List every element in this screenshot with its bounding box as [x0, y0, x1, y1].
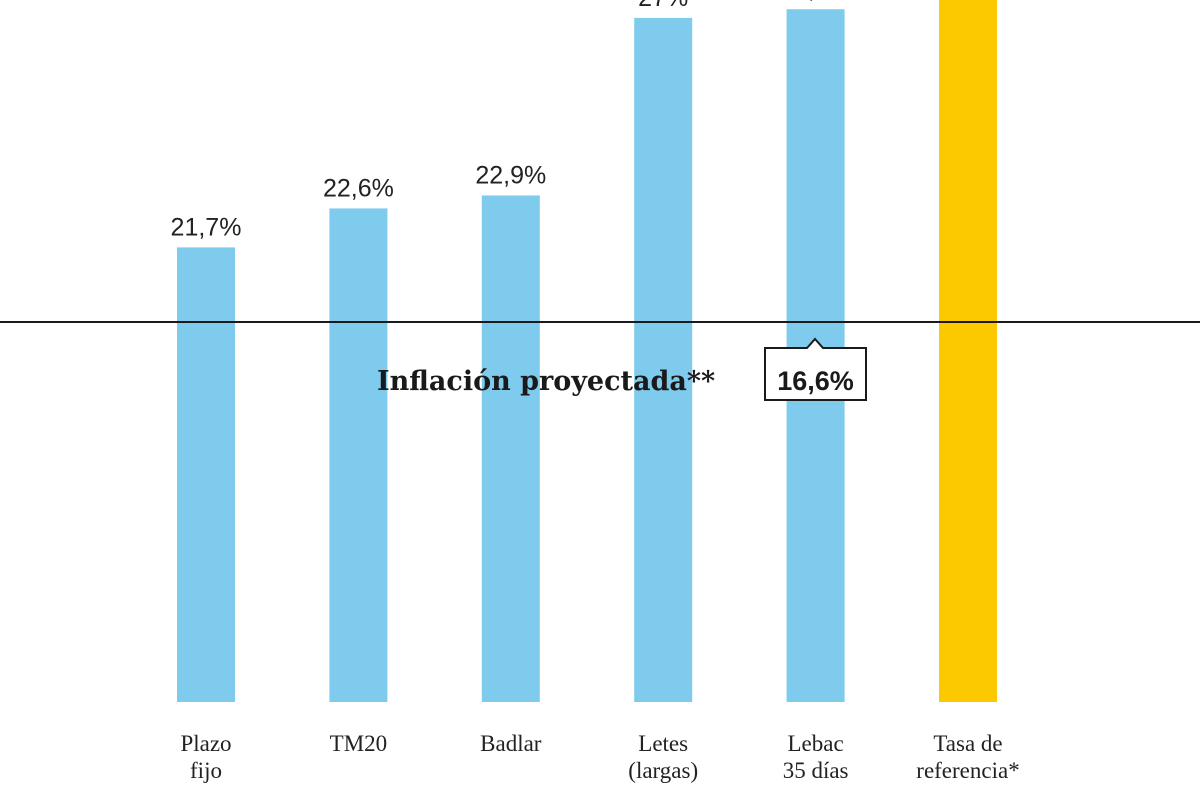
category-labels-group: Plazo fijo TM20 Badlar Letes (largas) Lebac 35 …: [180, 731, 1019, 783]
bar-3: [634, 17, 693, 702]
value-labels-group: 21,7%22,6%22,9%27%27,2%28%: [171, 0, 851, 241]
bar-0: [177, 247, 235, 702]
bar-value-label-3: 27%: [638, 0, 688, 12]
bar-value-label-2: 22,9%: [475, 161, 546, 189]
inflation-annotation: Inflación proyectada** 16,6%: [377, 337, 867, 401]
bar-value-label-0: 21,7%: [171, 213, 242, 241]
inflation-value-box: [764, 337, 867, 401]
category-label-4: Lebac 35 días: [783, 731, 849, 783]
inflation-label: Inflación proyectada**: [377, 366, 715, 397]
bar-value-label-1: 22,6%: [323, 174, 394, 202]
bar-2: [481, 195, 540, 702]
inflation-value-label: 16,6%: [777, 366, 854, 396]
category-label-2: Badlar: [480, 731, 542, 756]
category-label-0: Plazo fijo: [180, 731, 231, 783]
bar-value-label-4: 27,2%: [780, 0, 851, 3]
bars-group: [177, 0, 997, 703]
category-label-5: Tasa de referencia*: [916, 731, 1019, 783]
bar-5: [939, 0, 997, 703]
category-label-1: TM20: [330, 731, 388, 756]
bar-1: [329, 208, 388, 703]
category-label-3: Letes (largas): [628, 731, 698, 783]
